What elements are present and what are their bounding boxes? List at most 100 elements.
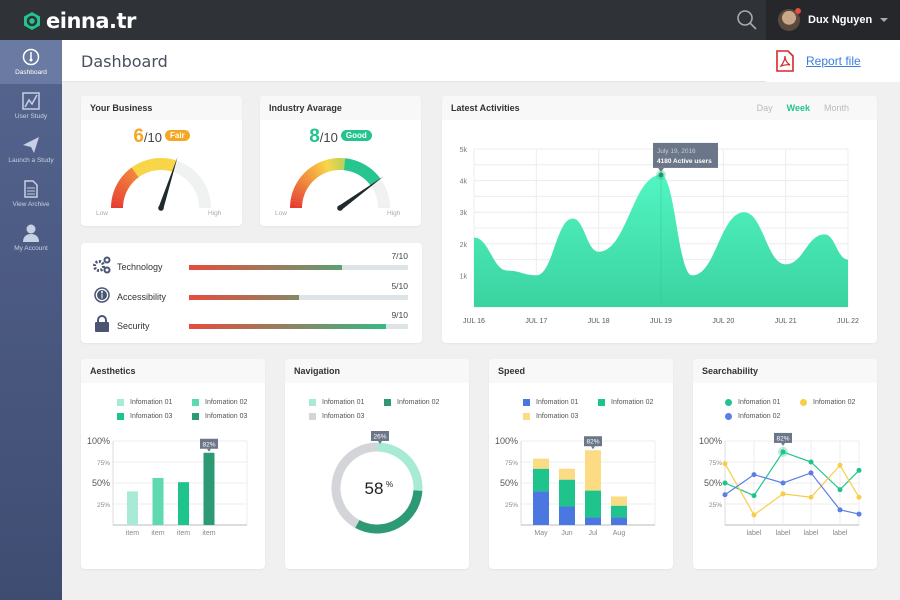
gauge-segment	[370, 178, 383, 188]
gauge-segment	[345, 158, 351, 171]
data-point	[722, 461, 728, 467]
activity-area-chart: JUL 16 JUL 17 JUL 18 JUL 19 JUL 20 JUL 21 JUL …	[460, 142, 859, 325]
callout-arrow	[378, 441, 382, 444]
donut-segment	[355, 490, 423, 534]
tab-day[interactable]: Day	[756, 103, 773, 113]
gauge-segment	[155, 158, 160, 171]
gauge-segment	[112, 194, 125, 201]
legend-swatch	[117, 413, 124, 420]
gauge-segment	[161, 158, 164, 171]
card-title: Latest Activities	[442, 96, 877, 120]
gauge-segment	[295, 182, 308, 191]
bar-segment	[559, 468, 575, 480]
data-point	[780, 449, 786, 455]
x-tick-label: JUL 19	[650, 318, 672, 325]
search-icon	[737, 10, 757, 30]
sidebar-item-launch-study[interactable]: Launch a Study	[0, 128, 62, 172]
y-tick-label: 50%	[704, 478, 722, 488]
card-title: Searchability	[693, 359, 877, 383]
x-tick-label: label	[804, 530, 819, 537]
tab-month[interactable]: Month	[823, 103, 849, 113]
sidebar-item-view-archive[interactable]: View Archive	[0, 172, 62, 216]
gears-icon	[93, 256, 111, 274]
x-tick-label: May	[534, 530, 548, 537]
gauge-segment	[195, 187, 208, 195]
gauge-segment	[166, 158, 172, 171]
report-file-link[interactable]: Report file	[766, 40, 900, 82]
sidebar-item-user-study[interactable]: User Study	[0, 84, 62, 128]
callout	[584, 436, 602, 447]
user-menu[interactable]: Dux Nguyen	[766, 0, 900, 40]
gauge-segment	[291, 192, 304, 199]
gauge-segment	[191, 178, 204, 188]
report-file-label[interactable]: Report file	[806, 54, 861, 68]
legend-label: Infomation 03	[322, 413, 365, 420]
gauge-segment	[189, 174, 200, 185]
sidebar-item-dashboard[interactable]: Dashboard	[0, 40, 62, 84]
gauge-segment	[317, 162, 325, 175]
series-line	[724, 472, 860, 515]
y-tick-label: 75%	[97, 460, 110, 467]
gauge-segment	[290, 200, 303, 205]
page-title: Dashboard	[81, 52, 168, 71]
search-button[interactable]	[736, 9, 758, 36]
chart-icon	[22, 92, 40, 110]
gauge-segment	[197, 192, 210, 199]
legend-label: Infomation 02	[205, 399, 248, 406]
legend-item: Infomation 01	[523, 399, 578, 406]
data-point	[856, 494, 862, 500]
legend-label: Infomation 03	[130, 413, 173, 420]
data-point	[837, 507, 843, 513]
gauge-segment	[122, 174, 133, 185]
status-badge: Fair	[164, 130, 190, 141]
tab-week[interactable]: Week	[786, 103, 810, 113]
sidebar-item-my-account[interactable]: My Account	[0, 216, 62, 260]
callout	[371, 431, 389, 441]
gauge-segment	[186, 170, 197, 182]
data-point	[751, 472, 757, 478]
gauge-segment	[127, 169, 138, 180]
gauge-segment	[111, 200, 124, 205]
pdf-icon	[776, 50, 794, 72]
logo[interactable]: einna.tr	[22, 9, 136, 33]
rating-bar-fill	[189, 265, 343, 270]
bar-segment	[559, 479, 575, 507]
aesthetics-card: Aesthetics Infomation 01 Infomation 02 I…	[81, 359, 265, 569]
gauge-segment	[308, 167, 318, 179]
gauge-segment	[349, 159, 356, 172]
legend-label: Infomation 03	[205, 413, 248, 420]
data-point	[808, 470, 814, 476]
gauge-segment	[301, 174, 312, 185]
area-fill	[474, 174, 848, 307]
rating-label: Security	[117, 321, 150, 331]
data-point	[808, 494, 814, 500]
gauge-segment	[123, 172, 135, 183]
chevron-down-icon	[880, 18, 889, 22]
latest-activities-card: Latest Activities Day Week Month JUL 16 J…	[442, 96, 877, 343]
gauge-segment	[357, 163, 366, 176]
gauge-high-label: High	[208, 210, 222, 217]
gauge-low-label: Low	[275, 210, 287, 217]
data-point	[751, 512, 757, 518]
gauge-high-label: High	[387, 210, 401, 217]
tooltip-date: July 19, 2016	[657, 148, 696, 155]
gauge-segment	[198, 197, 211, 203]
x-tick-label: JUL 20	[712, 318, 734, 325]
rating-row-technology: Technology 7/10	[93, 251, 408, 276]
bar-segment	[611, 517, 627, 525]
legend-label: Infomation 01	[738, 399, 781, 406]
gauge-segment	[112, 192, 125, 199]
score: 8/10 Good	[260, 126, 421, 148]
legend-item: Infomation 01	[725, 399, 780, 406]
card-title: Your Business	[81, 96, 242, 120]
score-value: 6	[133, 126, 144, 147]
x-tick-label: item	[151, 530, 164, 537]
callout-arrow	[591, 446, 595, 450]
legend-swatch	[523, 399, 530, 406]
gauge-segment	[366, 172, 378, 183]
gauge-segment	[368, 174, 379, 185]
data-point	[856, 467, 862, 473]
gauge-segment	[176, 162, 184, 175]
series-line	[724, 463, 860, 516]
tooltip	[653, 142, 718, 168]
